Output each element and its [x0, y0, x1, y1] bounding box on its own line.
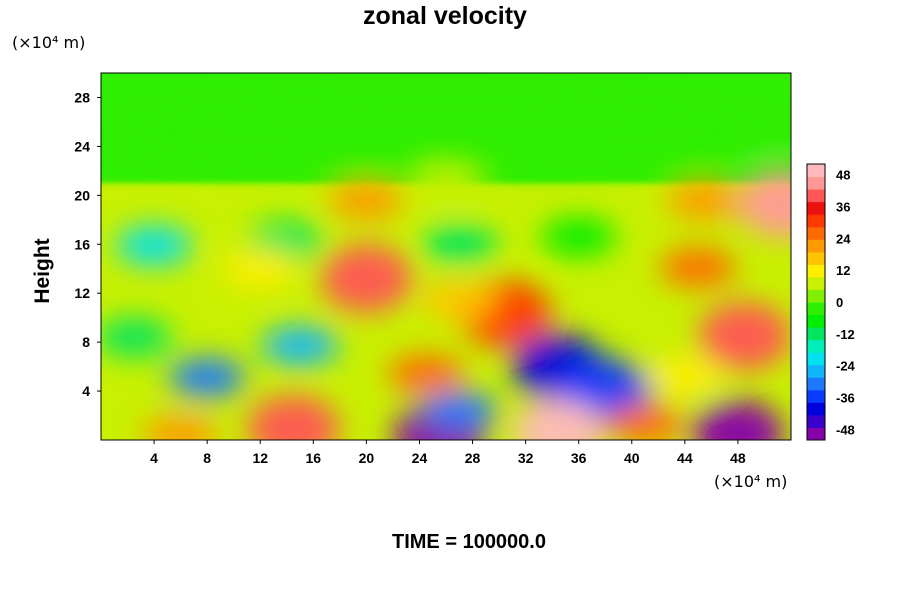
colorbar-tick-label-8: 48: [836, 168, 850, 183]
velocity-feature-24: [512, 398, 605, 440]
velocity-field: [101, 73, 791, 440]
colorbar-cell-19: [807, 189, 825, 203]
colorbar-cell-11: [807, 289, 825, 303]
y-tick-label-5: 24: [74, 138, 90, 154]
plot-frame: [100, 72, 792, 441]
velocity-feature-22: [247, 395, 340, 440]
velocity-feature-13: [421, 280, 498, 321]
colorbar-tick-label-5: 12: [836, 263, 850, 278]
velocity-feature-28: [607, 404, 684, 440]
colorbar-cell-5: [807, 364, 825, 378]
colorbar-cell-9: [807, 314, 825, 328]
y-tick-label-4: 20: [74, 187, 90, 203]
colorbar-cell-1: [807, 414, 825, 428]
colorbar-cell-18: [807, 201, 825, 215]
velocity-feature-0: [101, 98, 791, 171]
colorbar-cell-2: [807, 402, 825, 416]
velocity-feature-9: [320, 244, 413, 313]
colorbar-tick-label-6: 24: [836, 231, 851, 246]
colorbar-tick-label-7: 36: [836, 199, 850, 214]
colorbar-cell-21: [807, 164, 825, 178]
colorbar-cell-3: [807, 389, 825, 403]
colorbar-tick-label-1: -36: [836, 391, 855, 406]
velocity-feature-19: [698, 302, 791, 371]
velocity-feature-1: [408, 165, 484, 206]
colorbar-cell-8: [807, 327, 825, 341]
x-tick-label-4: 20: [359, 450, 375, 466]
velocity-feature-2: [328, 180, 405, 221]
x-tick-label-7: 32: [518, 450, 534, 466]
velocity-feature-5: [116, 225, 193, 266]
velocity-feature-3: [666, 180, 743, 221]
velocity-feature-27: [421, 390, 498, 431]
colorbar-cell-15: [807, 239, 825, 253]
x-tick-label-0: 4: [150, 450, 158, 466]
velocity-feature-7: [421, 224, 498, 265]
velocity-feature-26: [691, 399, 784, 440]
colorbar-cell-0: [807, 427, 825, 441]
x-tick-label-6: 28: [465, 450, 481, 466]
colorbar-cell-20: [807, 176, 825, 190]
colorbar-cell-13: [807, 264, 825, 278]
velocity-feature-16: [169, 357, 246, 398]
colorbar-tick-label-3: -12: [836, 327, 855, 342]
velocity-feature-23: [142, 415, 219, 440]
colorbar-tick-label-4: 0: [836, 295, 843, 310]
velocity-feature-8: [540, 216, 617, 257]
colorbar-cell-10: [807, 302, 825, 316]
y-tick-label-3: 16: [74, 236, 90, 252]
y-tick-label-0: 4: [82, 383, 90, 399]
velocity-feature-4: [738, 169, 791, 238]
x-tick-label-8: 36: [571, 450, 587, 466]
velocity-feature-15: [101, 317, 173, 358]
colorbar-cell-7: [807, 339, 825, 353]
x-tick-label-9: 40: [624, 450, 640, 466]
x-tick-label-11: 48: [730, 450, 746, 466]
colorbar-tick-label-0: -48: [836, 422, 855, 437]
y-tick-label-2: 12: [74, 285, 90, 301]
colorbar-cell-17: [807, 214, 825, 228]
time-readout: TIME = 100000.0: [392, 531, 546, 553]
colorbar-cell-6: [807, 352, 825, 366]
chart-title: zonal velocity: [363, 2, 527, 30]
colorbar-cell-14: [807, 251, 825, 265]
velocity-feature-11: [660, 247, 737, 288]
y-tick-label-1: 8: [82, 334, 90, 350]
x-tick-label-10: 44: [677, 450, 693, 466]
x-tick-label-3: 16: [306, 450, 322, 466]
colorbar-cell-12: [807, 276, 825, 290]
x-axis-unit: (×10⁴ m): [714, 472, 788, 491]
velocity-feature-10: [222, 248, 299, 289]
x-tick-label-2: 12: [252, 450, 268, 466]
colorbar-cell-4: [807, 377, 825, 391]
colorbar-tick-label-2: -24: [836, 359, 856, 374]
x-tick-label-1: 8: [203, 450, 211, 466]
y-axis-unit: (×10⁴ m): [12, 33, 86, 52]
y-tick-label-6: 28: [74, 89, 90, 105]
x-tick-label-5: 24: [412, 450, 428, 466]
velocity-feature-14: [262, 325, 339, 366]
colorbar-cell-16: [807, 226, 825, 240]
velocity-feature-21: [388, 353, 465, 394]
colorbar-frame: [806, 163, 826, 441]
velocity-feature-20: [646, 356, 723, 397]
